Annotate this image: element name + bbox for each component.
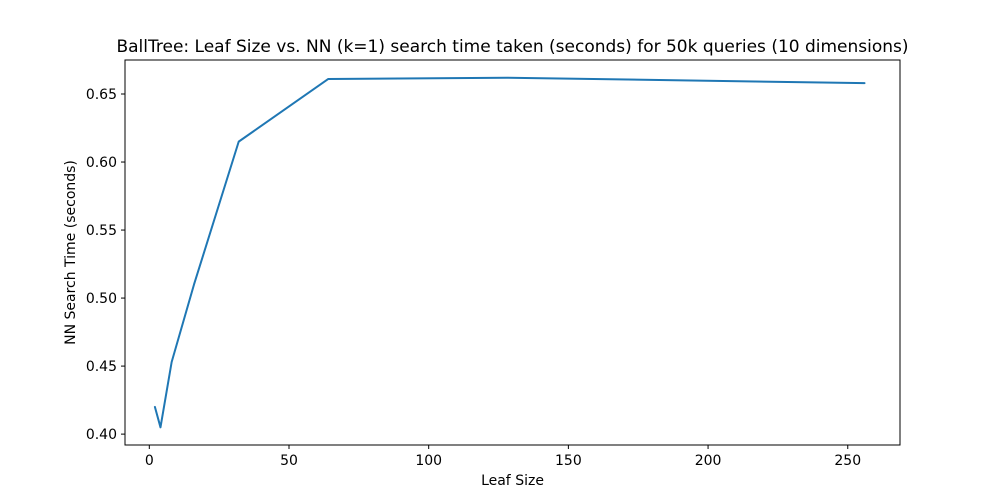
series-line (153, 76, 866, 429)
chart-title: BallTree: Leaf Size vs. NN (k=1) search … (116, 37, 908, 57)
y-tick-label: 0.40 (86, 427, 117, 443)
plot-frame (124, 59, 901, 446)
x-tick-label: 100 (415, 453, 442, 469)
y-axis: 0.40 0.45 0.50 0.55 0.60 0.65 (86, 87, 125, 443)
x-tick-label: 200 (695, 453, 722, 469)
x-tick-label: 250 (834, 453, 861, 469)
y-tick-label: 0.60 (86, 155, 117, 171)
x-tick-label: 0 (145, 453, 154, 469)
x-tick-label: 150 (555, 453, 582, 469)
y-tick-label: 0.50 (86, 291, 117, 307)
x-axis-label: Leaf Size (481, 473, 544, 489)
plot-area (153, 76, 866, 429)
y-tick-label: 0.45 (86, 359, 117, 375)
x-axis: 0 50 100 150 200 250 (145, 445, 861, 469)
y-tick-label: 0.65 (86, 87, 117, 103)
y-tick-label: 0.55 (86, 223, 117, 239)
y-axis-label: NN Search Time (seconds) (63, 160, 79, 345)
x-tick-label: 50 (280, 453, 298, 469)
